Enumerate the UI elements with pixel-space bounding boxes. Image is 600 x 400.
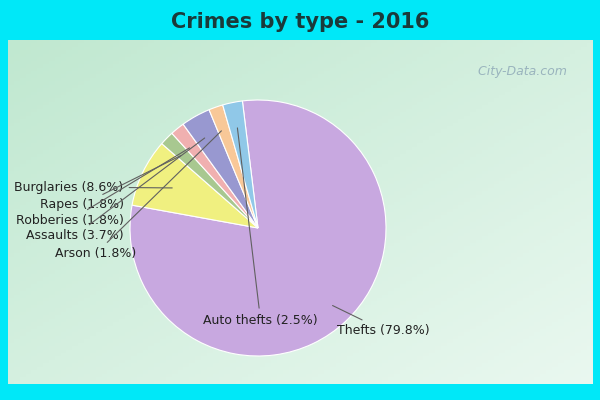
Text: Arson (1.8%): Arson (1.8%) xyxy=(55,131,221,260)
Text: Burglaries (8.6%): Burglaries (8.6%) xyxy=(14,180,172,194)
Text: Robberies (1.8%): Robberies (1.8%) xyxy=(16,148,190,227)
Wedge shape xyxy=(130,100,386,356)
Text: Thefts (79.8%): Thefts (79.8%) xyxy=(332,306,430,337)
Wedge shape xyxy=(183,110,258,228)
Wedge shape xyxy=(172,124,258,228)
Text: Assaults (3.7%): Assaults (3.7%) xyxy=(26,138,205,242)
Wedge shape xyxy=(209,105,258,228)
Text: City-Data.com: City-Data.com xyxy=(474,66,567,78)
Wedge shape xyxy=(223,101,258,228)
Wedge shape xyxy=(132,144,258,228)
Text: Auto thefts (2.5%): Auto thefts (2.5%) xyxy=(203,128,318,327)
Text: Rapes (1.8%): Rapes (1.8%) xyxy=(40,156,181,212)
Text: Crimes by type - 2016: Crimes by type - 2016 xyxy=(171,12,429,32)
Wedge shape xyxy=(162,133,258,228)
